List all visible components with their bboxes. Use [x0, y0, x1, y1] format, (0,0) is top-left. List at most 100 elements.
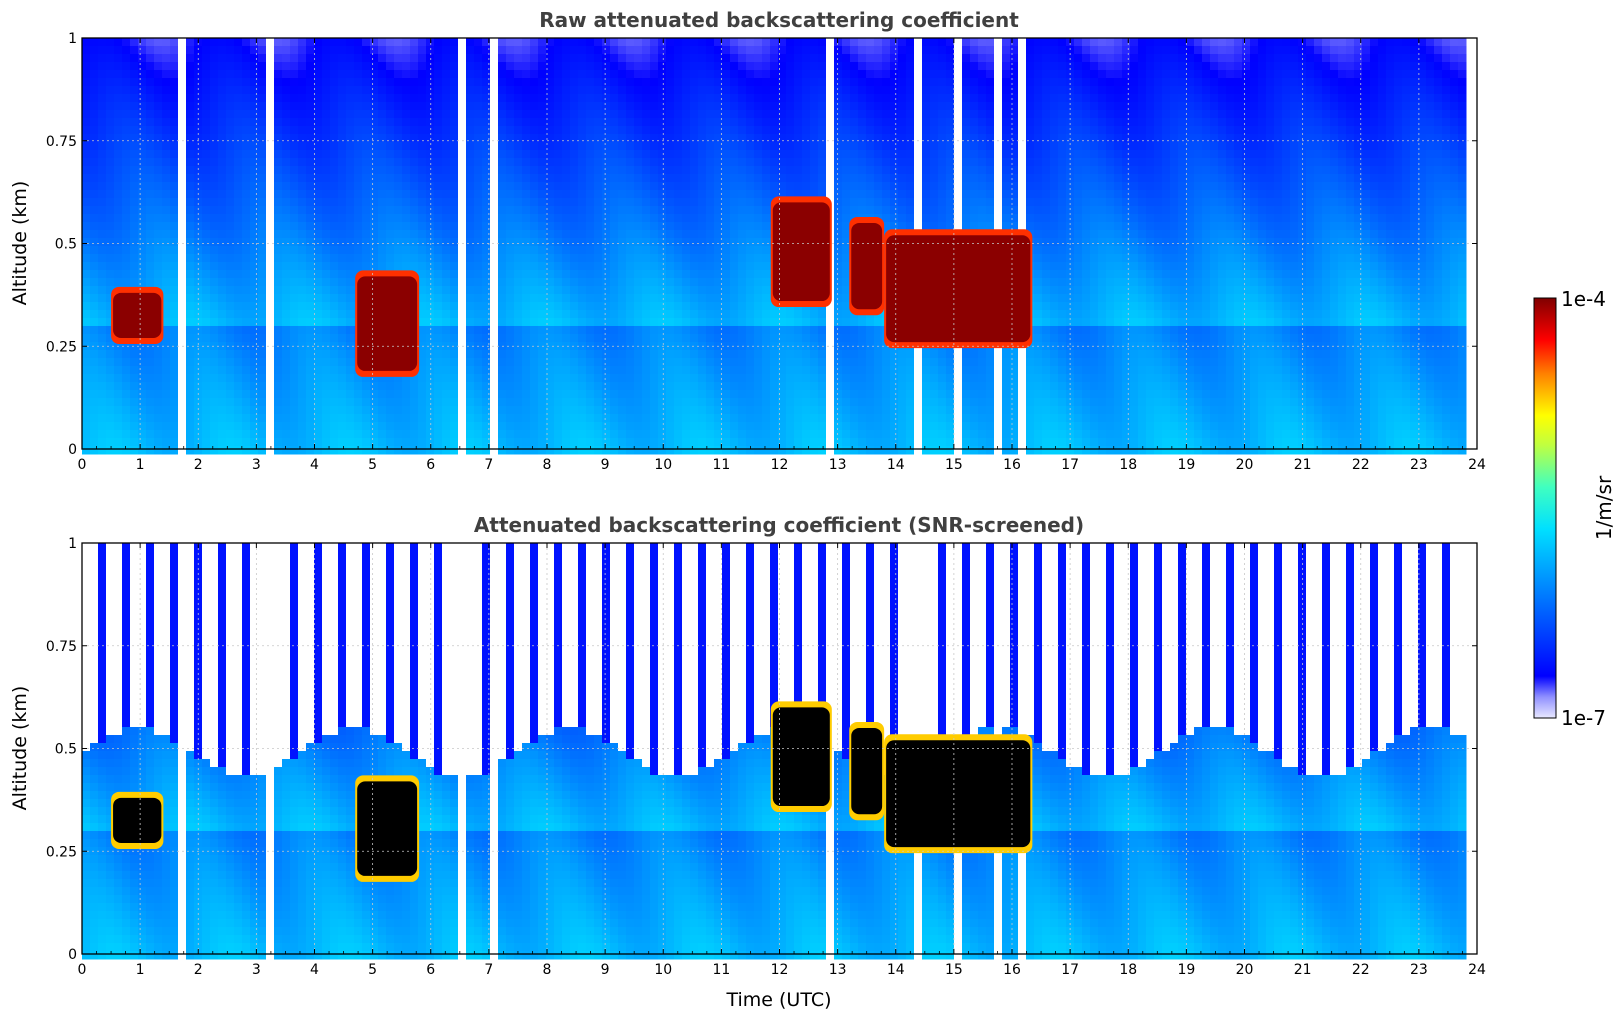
- heat-cell: [434, 382, 443, 391]
- heat-cell: [194, 318, 203, 327]
- heat-cell: [722, 334, 731, 343]
- heat-cell: [610, 334, 619, 343]
- heat-cell: [426, 230, 435, 239]
- heat-cell: [802, 326, 811, 335]
- heat-cell: [738, 206, 747, 215]
- heat-cell: [746, 150, 755, 159]
- heat-cell: [794, 422, 803, 431]
- heat-cell: [522, 438, 531, 447]
- heat-cell: [146, 270, 155, 279]
- heat-cell: [842, 102, 851, 111]
- heat-cell: [650, 70, 659, 79]
- heat-cell: [634, 334, 643, 343]
- heat-cell: [698, 294, 707, 303]
- heat-cell: [610, 134, 619, 143]
- heat-cell: [146, 150, 155, 159]
- heat-cell: [170, 102, 179, 111]
- heat-cell: [802, 438, 811, 447]
- heat-cell: [586, 238, 595, 247]
- heat-cell: [106, 198, 115, 207]
- heat-cell: [506, 62, 515, 71]
- heat-cell: [554, 94, 563, 103]
- heat-cell: [666, 262, 675, 271]
- heat-cell: [602, 86, 611, 95]
- heat-cell: [802, 382, 811, 391]
- heat-cell: [778, 166, 787, 175]
- heat-cell: [434, 158, 443, 167]
- heat-cell: [434, 118, 443, 127]
- heat-cell: [682, 126, 691, 135]
- heat-cell: [482, 78, 491, 87]
- heat-cell: [346, 342, 355, 351]
- heat-cell: [386, 222, 395, 231]
- heat-cell: [762, 46, 771, 55]
- heat-cell: [730, 358, 739, 367]
- heat-cell: [538, 278, 547, 287]
- heat-cell: [282, 406, 291, 415]
- heat-cell: [218, 446, 227, 455]
- heat-cell: [98, 286, 107, 295]
- heat-cell: [714, 374, 723, 383]
- heat-cell: [578, 430, 587, 439]
- heat-cell: [250, 70, 259, 79]
- heat-cell: [154, 78, 163, 87]
- heat-cell: [386, 238, 395, 247]
- heat-cell: [90, 446, 99, 455]
- heat-cell: [242, 390, 251, 399]
- heat-cell: [818, 190, 827, 199]
- heat-cell: [594, 94, 603, 103]
- heat-cell: [666, 62, 675, 71]
- heat-cell: [682, 310, 691, 319]
- heat-cell: [274, 366, 283, 375]
- heat-cell: [202, 182, 211, 191]
- heat-cell: [658, 214, 667, 223]
- heat-cell: [130, 414, 139, 423]
- heat-cell: [186, 174, 195, 183]
- heat-cell: [290, 126, 299, 135]
- heat-cell: [738, 246, 747, 255]
- heat-cell: [426, 270, 435, 279]
- heat-cell: [322, 134, 331, 143]
- heat-cell: [570, 398, 579, 407]
- heat-cell: [290, 414, 299, 423]
- heat-cell: [90, 318, 99, 327]
- heat-cell: [90, 54, 99, 63]
- heat-cell: [778, 334, 787, 343]
- heat-cell: [506, 166, 515, 175]
- heat-cell: [722, 54, 731, 63]
- heat-cell: [362, 102, 371, 111]
- heat-cell: [482, 94, 491, 103]
- heat-cell: [642, 406, 651, 415]
- heat-cell: [210, 310, 219, 319]
- heat-cell: [762, 422, 771, 431]
- heat-cell: [842, 150, 851, 159]
- heat-cell: [490, 174, 499, 183]
- heat-cell: [666, 414, 675, 423]
- heat-cell: [746, 406, 755, 415]
- heat-cell: [458, 174, 467, 183]
- heat-cell: [370, 390, 379, 399]
- heat-cell: [746, 310, 755, 319]
- heat-cell: [234, 326, 243, 335]
- heat-cell: [186, 414, 195, 423]
- heat-cell: [754, 422, 763, 431]
- heat-cell: [282, 422, 291, 431]
- heat-cell: [818, 406, 827, 415]
- heat-cell: [762, 286, 771, 295]
- heat-cell: [562, 86, 571, 95]
- heat-cell: [538, 118, 547, 127]
- heat-cell: [690, 214, 699, 223]
- heat-cell: [642, 254, 651, 263]
- heat-cell: [426, 118, 435, 127]
- heat-cell: [186, 150, 195, 159]
- heat-cell: [202, 390, 211, 399]
- heat-cell: [362, 198, 371, 207]
- heat-cell: [138, 350, 147, 359]
- heat-cell: [330, 150, 339, 159]
- heat-cell: [474, 134, 483, 143]
- heat-cell: [738, 38, 747, 47]
- heat-cell: [202, 126, 211, 135]
- heat-cell: [266, 214, 275, 223]
- heat-cell: [746, 294, 755, 303]
- heat-cell: [250, 222, 259, 231]
